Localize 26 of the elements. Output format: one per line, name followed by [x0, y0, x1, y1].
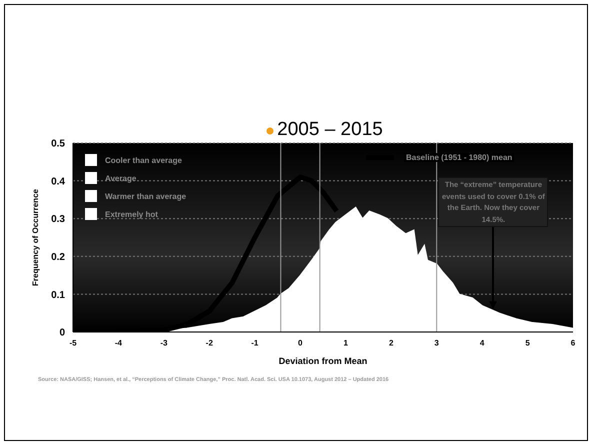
legend-label: Average: [105, 174, 136, 182]
x-tick-label: -2: [206, 338, 214, 348]
y-tick-label: 0.4: [51, 176, 66, 188]
x-tick-label: 3: [434, 338, 440, 348]
x-tick-label: 0: [298, 338, 304, 348]
x-tick-label: -1: [251, 338, 259, 348]
y-tick-label: 0.5: [51, 138, 66, 150]
legend-label: Extremely hot: [105, 210, 158, 218]
y-tick-label: 0.1: [51, 290, 66, 301]
chart-title: 2005 – 2015: [277, 119, 383, 140]
x-tick-label: 4: [480, 338, 485, 348]
x-axis-title: Deviation from Mean: [278, 356, 368, 366]
y-tick-label: 0.2: [51, 252, 66, 263]
x-tick-label: -4: [114, 338, 123, 348]
y-tick-label: 0: [59, 328, 66, 339]
y-axis-title: Frequency of Occurrence: [30, 188, 40, 286]
x-tick-label: 5: [525, 338, 530, 348]
x-tick-label: -5: [69, 338, 78, 348]
y-tick-label: 0.3: [51, 214, 66, 226]
legend-label: Cooler than average: [105, 156, 182, 164]
x-tick-label: -3: [160, 338, 168, 348]
x-tick-label: 6: [570, 338, 576, 348]
x-tick-label: 2: [388, 338, 394, 348]
legend-label: Baseline (1951 - 1980) mean: [404, 152, 514, 162]
x-tick-label: 1: [344, 338, 348, 348]
legend-label: Warmer than average: [105, 192, 186, 200]
